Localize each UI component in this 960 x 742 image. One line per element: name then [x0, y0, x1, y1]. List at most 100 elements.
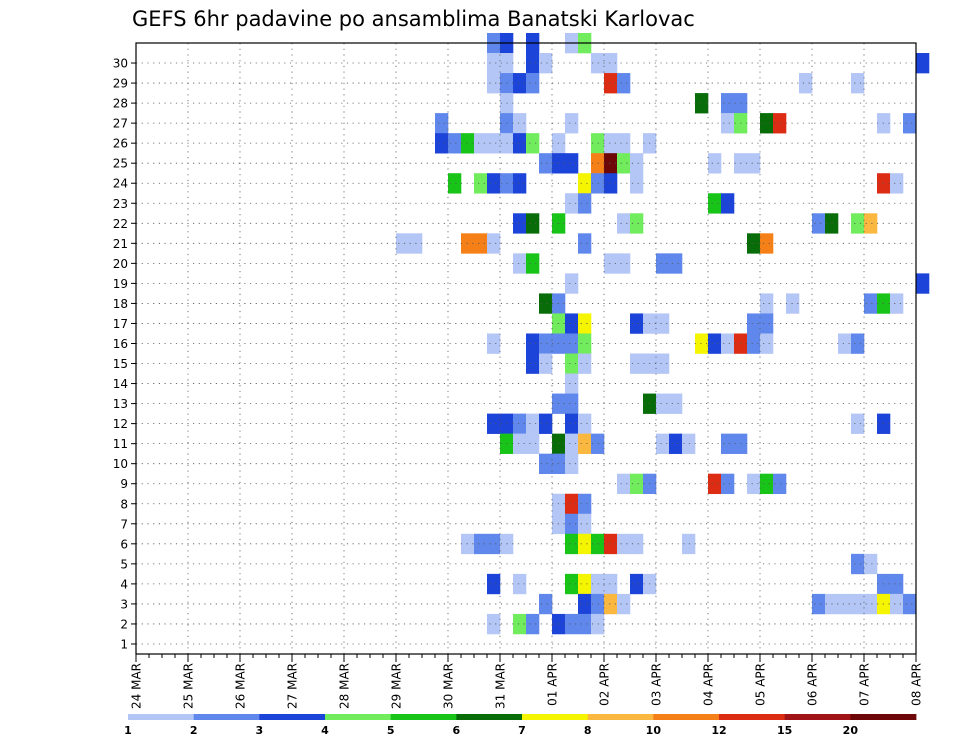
y-tick-label: 25: [113, 157, 128, 171]
cell-member-7-step-33: [565, 493, 579, 515]
x-tick-label: 30 MAR: [442, 663, 456, 709]
cell-member-16-step-40: [656, 313, 670, 334]
cell-member-10-step-29: [513, 433, 527, 454]
cell-member-11-step-55: [851, 413, 865, 434]
cell-member-4-step-55: [851, 553, 865, 575]
color-legend: 1 2 3 4 5 6 7 8 10 12 15 20: [124, 714, 917, 737]
cell-member-15-step-43: [695, 333, 709, 354]
cell-member-18-step-60: [916, 273, 930, 294]
cell-member-25-step-35: [591, 133, 605, 154]
cell-member-1-step-27: [487, 613, 501, 635]
cell-member-23-step-24: [448, 173, 462, 194]
cell-member-16-step-47: [747, 313, 761, 334]
y-tick-label: 8: [120, 497, 128, 511]
cell-member-4-step-56: [864, 553, 878, 575]
cell-member-24-step-36: [604, 153, 618, 174]
legend-threshold-label: 12: [711, 724, 726, 737]
cell-member-27-step-43: [695, 93, 709, 114]
y-tick-label: 3: [120, 597, 128, 611]
cell-member-16-step-38: [630, 313, 644, 334]
y-tick-label: 29: [113, 77, 128, 91]
cell-member-2-step-58: [890, 593, 904, 615]
cell-member-28-step-51: [799, 73, 813, 94]
cell-member-8-step-45: [721, 473, 735, 495]
legend-threshold-label: 6: [453, 724, 461, 737]
x-tick-label: 01 APR: [546, 663, 560, 706]
y-tick-label: 21: [113, 237, 128, 251]
cell-member-19-step-37: [617, 253, 631, 274]
cell-member-16-step-34: [578, 313, 592, 334]
cell-member-25-step-36: [604, 133, 618, 154]
cell-member-25-step-26: [474, 133, 488, 154]
cell-member-23-step-34: [578, 173, 592, 194]
y-tick-label: 14: [113, 377, 128, 391]
cell-member-28-step-30: [526, 73, 540, 94]
cell-member-19-step-40: [656, 253, 670, 274]
cell-member-5-step-37: [617, 533, 631, 555]
cell-member-15-step-45: [721, 333, 735, 354]
cell-member-24-step-47: [747, 153, 761, 174]
y-tick-label: 16: [113, 337, 128, 351]
y-tick-label: 27: [113, 117, 128, 131]
cell-member-11-step-31: [539, 413, 553, 434]
cell-member-5-step-33: [565, 533, 579, 555]
cell-member-25-step-27: [487, 133, 501, 154]
cell-member-23-step-36: [604, 173, 618, 194]
cell-member-3-step-58: [890, 573, 904, 595]
cell-member-8-step-37: [617, 473, 631, 495]
cell-member-24-step-44: [708, 153, 722, 174]
y-tick-label: 30: [113, 57, 128, 71]
cell-member-12-step-41: [669, 393, 683, 414]
cell-member-12-step-33: [565, 393, 579, 414]
x-tick-label: 05 APR: [754, 663, 768, 706]
cell-member-10-step-41: [669, 433, 683, 454]
cell-member-10-step-42: [682, 433, 696, 454]
y-tick-label: 9: [120, 477, 128, 491]
cell-member-29-step-60: [916, 53, 930, 74]
heatmap-cells: [396, 32, 930, 635]
cell-member-26-step-23: [435, 113, 449, 134]
cell-member-20-step-27: [487, 233, 501, 254]
legend-swatch-2: [193, 714, 260, 720]
x-tick-label: 24 MAR: [130, 663, 144, 709]
cell-member-29-step-35: [591, 53, 605, 74]
cell-member-3-step-27: [487, 573, 501, 595]
cell-member-2-step-56: [864, 593, 878, 615]
cell-member-29-step-31: [539, 53, 553, 74]
cell-member-25-step-30: [526, 133, 540, 154]
cell-member-21-step-56: [864, 213, 878, 234]
cell-member-3-step-35: [591, 573, 605, 595]
y-tick-label: 15: [113, 357, 128, 371]
y-tick-label: 19: [113, 277, 128, 291]
cell-member-15-step-33: [565, 333, 579, 354]
y-tick-label: 1: [120, 637, 128, 651]
legend-swatch-1: [128, 714, 195, 720]
cell-member-28-step-27: [487, 73, 501, 94]
cell-member-29-step-27: [487, 53, 501, 74]
cell-member-1-step-34: [578, 613, 592, 635]
cell-member-20-step-20: [396, 233, 410, 254]
cell-member-22-step-45: [721, 193, 735, 214]
x-tick-label: 04 APR: [702, 663, 716, 706]
cell-member-24-step-35: [591, 153, 605, 174]
y-tick-label: 18: [113, 297, 128, 311]
cell-member-26-step-49: [773, 113, 787, 134]
cell-member-3-step-29: [513, 573, 527, 595]
cell-member-24-step-38: [630, 153, 644, 174]
y-tick-label: 11: [113, 437, 128, 451]
x-tick-label: 08 APR: [910, 663, 924, 706]
cell-member-15-step-48: [760, 333, 774, 354]
cell-member-3-step-34: [578, 573, 592, 595]
cell-member-21-step-30: [526, 213, 540, 234]
cell-member-22-step-34: [578, 193, 592, 214]
cell-member-21-step-52: [812, 213, 826, 234]
cell-member-24-step-33: [565, 153, 579, 174]
legend-threshold-label: 8: [584, 724, 592, 737]
cell-member-21-step-29: [513, 213, 527, 234]
legend-threshold-label: 4: [321, 724, 329, 737]
cell-member-16-step-33: [565, 313, 579, 334]
cell-member-1-step-35: [591, 613, 605, 635]
cell-member-5-step-36: [604, 533, 618, 555]
cell-member-25-step-24: [448, 133, 462, 154]
